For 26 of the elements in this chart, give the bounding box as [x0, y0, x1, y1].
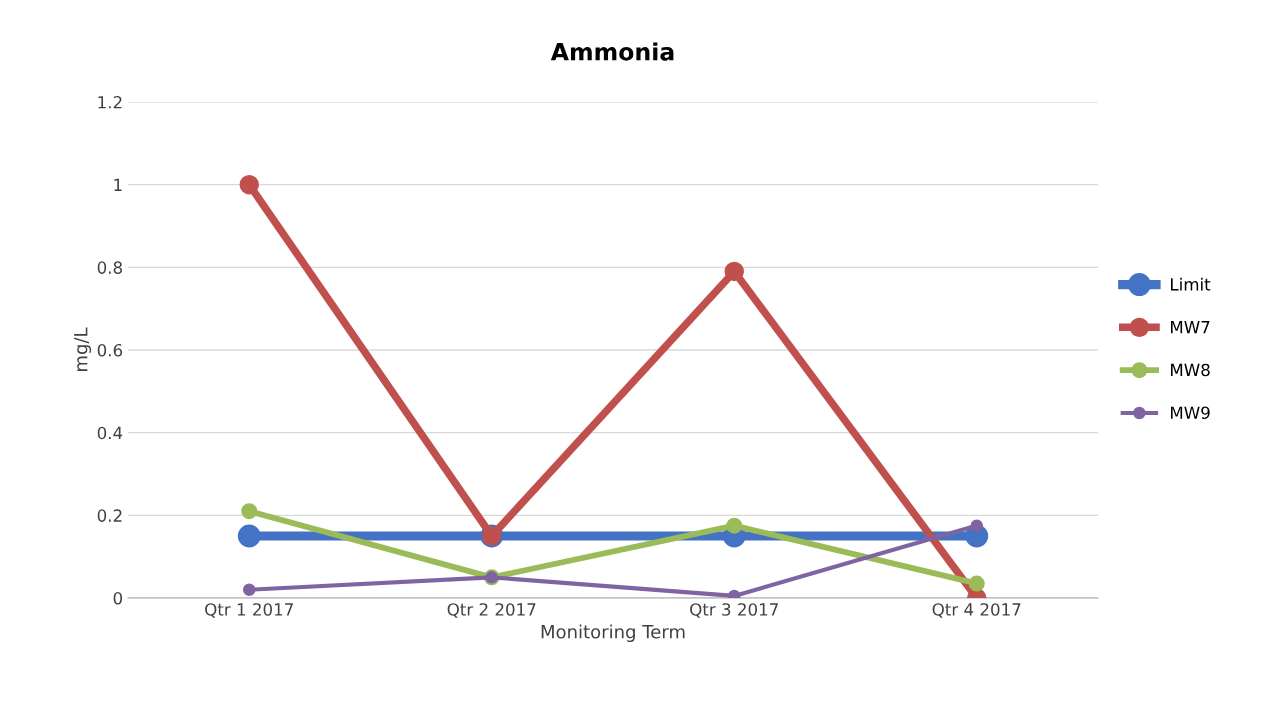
point [237, 524, 261, 548]
x-tick-label: Qtr 4 2017 [932, 603, 1021, 618]
point [968, 575, 985, 592]
y-tick-label: 0.8 [97, 261, 122, 274]
x-tick-label: Qtr 3 2017 [690, 603, 778, 618]
y-tick-label: 0.2 [97, 509, 122, 522]
point [970, 519, 984, 532]
y-tick-label: 0 [113, 591, 123, 605]
y-tick-label: 1.2 [98, 95, 122, 109]
point [241, 503, 258, 520]
point [726, 517, 743, 534]
legend-label: MW9 [1171, 406, 1210, 420]
legend-label: MW7 [1171, 321, 1210, 334]
x-tick-label: Qtr 2 2017 [447, 603, 536, 618]
legend-label: Limit [1171, 277, 1211, 291]
y-tick-label: 1 [114, 178, 122, 191]
y-tick-label: 0.4 [97, 426, 123, 440]
x-axis-title: Monitoring Term [541, 624, 685, 643]
chart-title: Ammonia [550, 42, 674, 61]
legend-label: MW8 [1171, 363, 1210, 377]
y-axis-title: mg/L [74, 327, 92, 371]
point [242, 583, 256, 596]
x-tick-label: Qtr 1 2017 [205, 603, 293, 618]
y-tick-label: 0.6 [97, 343, 123, 357]
point [239, 174, 259, 195]
point [724, 261, 744, 282]
